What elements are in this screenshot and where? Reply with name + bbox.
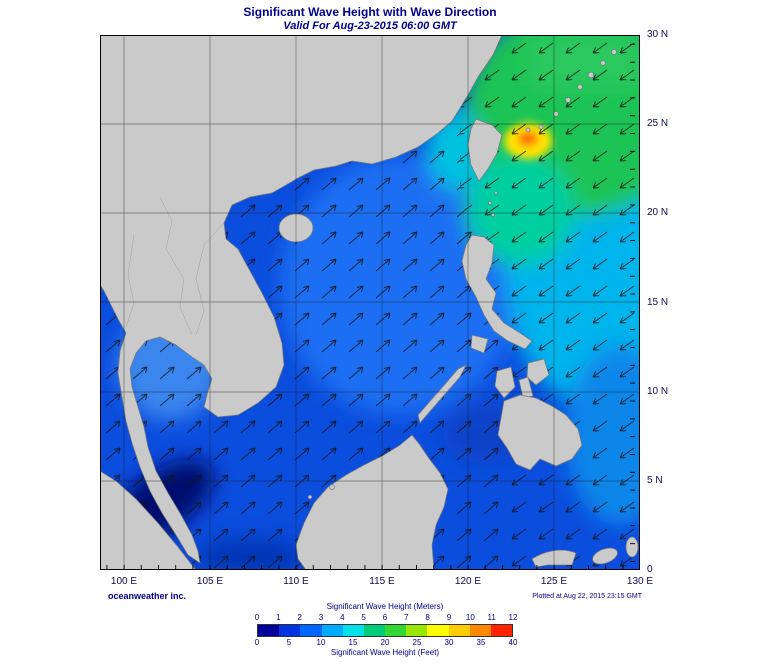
feet-tick-label: 40 — [508, 638, 518, 647]
longitude-axis: 100 E 105 E 110 E 115 E 120 E 125 E 130 E — [0, 576, 775, 590]
colorbar-segment — [385, 625, 407, 636]
oceanweather-branding: oceanweather inc. — [108, 591, 187, 601]
meter-tick-label: 12 — [508, 613, 518, 622]
meter-tick-row: 0 1 2 3 4 5 6 7 8 9 10 11 12 — [255, 613, 518, 623]
land-palawan — [417, 364, 467, 424]
land-ryukyu-islands — [525, 49, 617, 133]
latitude-axis: 30 N 25 N 20 N 15 N 10 N 5 N 0 — [647, 0, 689, 665]
graticule-gridlines — [100, 35, 640, 570]
meter-tick-label: 0 — [254, 613, 260, 622]
latitude-tick-label: 10 N — [647, 385, 669, 397]
wave-map-svg — [100, 35, 640, 570]
feet-tick-label: 15 — [348, 638, 358, 647]
map-canvas — [100, 35, 640, 570]
meter-tick-label: 7 — [404, 613, 409, 622]
map-frame — [100, 35, 640, 570]
meter-tick-label: 8 — [425, 613, 430, 622]
land-asia-mainland — [100, 35, 503, 564]
meter-tick-label: 10 — [465, 613, 475, 622]
meter-tick-label: 9 — [446, 613, 452, 622]
meters-scale-label: Significant Wave Height (Meters) — [326, 602, 444, 611]
meter-tick-label: 3 — [318, 613, 324, 622]
longitude-tick-label: 110 E — [283, 576, 309, 587]
plotted-timestamp: Plotted at Aug 22, 2015 23:15 GMT — [532, 593, 642, 600]
colorbar-segment — [406, 625, 428, 636]
feet-tick-label: 25 — [412, 638, 422, 647]
land-luzon — [461, 234, 533, 350]
longitude-tick-label: 100 E — [110, 576, 138, 587]
latitude-tick-label: 15 N — [647, 296, 669, 308]
latitude-tick-label: 20 N — [647, 207, 669, 219]
land-taiwan — [467, 118, 503, 182]
feet-scale-label: Significant Wave Height (Feet) — [330, 648, 440, 657]
chart-title: Significant Wave Height with Wave Direct… — [243, 5, 497, 19]
chart-subtitle: Valid For Aug-23-2015 06:00 GMT — [283, 20, 457, 32]
land-batanes-islands — [488, 191, 498, 217]
chart-title-block: Significant Wave Height with Wave Direct… — [100, 5, 640, 32]
feet-tick-label: 10 — [316, 638, 326, 647]
colorbar-segment — [279, 625, 301, 636]
meter-tick-label: 6 — [382, 613, 388, 622]
feet-tick-label: 5 — [286, 638, 292, 647]
colorbar-segment — [258, 625, 280, 636]
meter-tick-label: 5 — [361, 613, 366, 622]
colorbar-segment — [321, 625, 343, 636]
colorbar — [257, 624, 513, 637]
longitude-tick-label: 125 E — [540, 576, 568, 587]
meter-tick-label: 11 — [487, 613, 496, 622]
meter-tick-label: 1 — [276, 613, 281, 622]
longitude-tick-label: 105 E — [196, 576, 224, 587]
feet-tick-label: 35 — [476, 638, 486, 647]
land-natuna — [329, 484, 335, 490]
latitude-tick-label: 5 N — [647, 474, 663, 486]
colorbar-segment — [427, 625, 449, 636]
country-borders — [125, 196, 225, 336]
land-anambas — [307, 494, 313, 500]
longitude-tick-label: 130 E — [626, 576, 654, 587]
colorbar-segment — [448, 625, 470, 636]
longitude-tick-label: 120 E — [454, 576, 482, 587]
colorbar-segment — [300, 625, 322, 636]
feet-tick-label: 20 — [380, 638, 390, 647]
latitude-tick-label: 25 N — [647, 118, 669, 130]
feet-tick-label: 30 — [444, 638, 454, 647]
colorbar-segment — [342, 625, 364, 636]
meter-tick-label: 2 — [297, 613, 302, 622]
land-mindoro — [470, 334, 489, 354]
colorbar-segment — [363, 625, 386, 636]
land-panay-negros — [494, 366, 516, 399]
land-mindanao — [497, 394, 583, 471]
latitude-tick-label: 30 N — [647, 29, 669, 40]
land-samar — [526, 358, 550, 386]
colorbar-segment — [469, 625, 491, 636]
latitude-tick-label: 0 — [647, 564, 653, 576]
feet-tick-row: 0 5 10 15 20 25 30 35 40 — [255, 638, 518, 648]
feet-tick-label: 0 — [254, 638, 260, 647]
colorbar-segment — [490, 625, 513, 636]
meter-tick-label: 4 — [340, 613, 345, 622]
longitude-tick-label: 115 E — [369, 576, 395, 587]
